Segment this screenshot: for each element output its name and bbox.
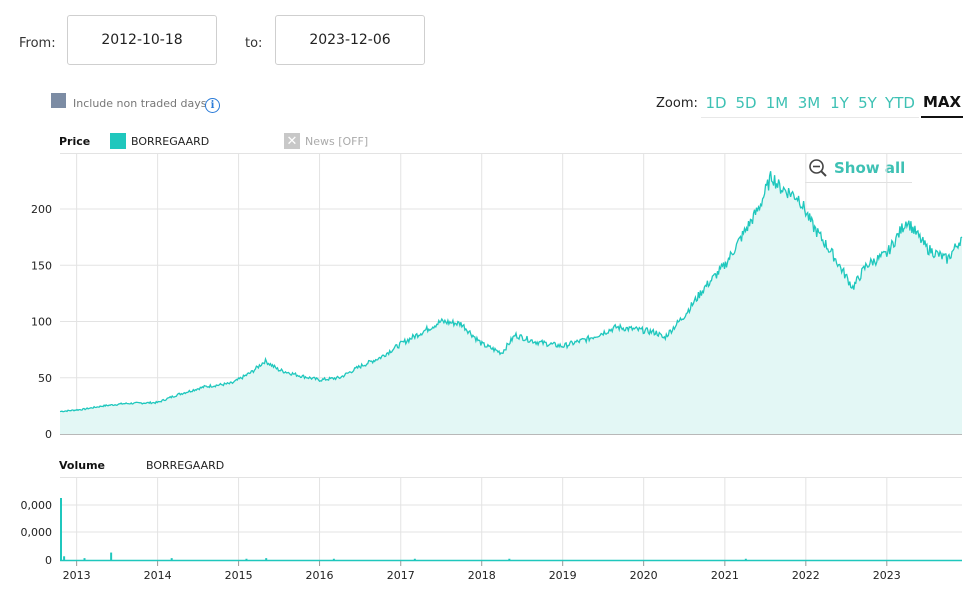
show-all-label: Show all <box>834 159 906 177</box>
volume-y-axis: 0 0,000 0,000 <box>21 499 53 567</box>
x-tick-label: 2022 <box>792 569 820 582</box>
volume-bar <box>744 558 747 560</box>
price-y-tick-label: 100 <box>31 316 52 329</box>
x-tick-label: 2018 <box>468 569 496 582</box>
volume-y-tick-label: 0,000 <box>21 499 53 512</box>
info-icon[interactable]: i <box>205 98 220 113</box>
to-label: to: <box>245 36 263 51</box>
price-y-tick-label: 150 <box>31 259 52 272</box>
zoom-1d-button[interactable]: 1D <box>701 88 731 118</box>
price-y-tick-label: 50 <box>38 372 52 385</box>
x-axis-ticks: 2013 2014 2015 2016 2017 2018 2019 2020 2021 2022… <box>63 561 901 582</box>
x-tick-label: 2019 <box>549 569 577 582</box>
zoom-1y-button[interactable]: 1Y <box>825 88 854 118</box>
x-tick-label: 2013 <box>63 569 91 582</box>
volume-bar <box>508 558 511 560</box>
volume-series-name: BORREGAARD <box>146 459 225 472</box>
price-line <box>59 171 963 413</box>
x-tick-label: 2020 <box>630 569 658 582</box>
volume-bar <box>83 558 86 560</box>
show-all-button[interactable]: Show all <box>805 154 912 183</box>
price-series-swatch[interactable] <box>110 133 126 149</box>
zoom-label: Zoom: <box>656 96 698 111</box>
price-y-axis: 0 50 100 150 200 <box>31 203 52 441</box>
price-y-tick-label: 0 <box>45 428 52 441</box>
close-icon[interactable]: ✕ <box>284 133 300 149</box>
from-date-input[interactable]: 2012-10-18 <box>67 15 217 65</box>
zoom-3m-button[interactable]: 3M <box>793 88 825 118</box>
volume-bars <box>60 498 747 560</box>
x-tick-label: 2014 <box>144 569 172 582</box>
zoom-ytd-button[interactable]: YTD <box>881 88 919 118</box>
volume-y-tick-label: 0 <box>45 554 52 567</box>
zoom-5y-button[interactable]: 5Y <box>854 88 881 118</box>
price-area <box>60 171 962 434</box>
volume-bar <box>265 558 268 560</box>
x-tick-label: 2016 <box>306 569 334 582</box>
volume-legend-title: Volume <box>59 459 105 472</box>
volume-bar <box>332 558 335 560</box>
volume-bar <box>110 552 113 560</box>
from-label: From: <box>19 36 56 51</box>
zoom-5d-button[interactable]: 5D <box>731 88 761 118</box>
news-toggle-label[interactable]: News [OFF] <box>305 135 369 148</box>
x-tick-label: 2017 <box>387 569 415 582</box>
volume-bar <box>413 558 416 560</box>
volume-bar <box>245 558 248 560</box>
x-tick-label: 2021 <box>711 569 739 582</box>
price-series-name[interactable]: BORREGAARD <box>131 135 210 148</box>
to-date-input[interactable]: 2023-12-06 <box>275 15 425 65</box>
price-y-tick-label: 200 <box>31 203 52 216</box>
x-tick-label: 2023 <box>873 569 901 582</box>
volume-bar <box>170 558 173 560</box>
volume-bar <box>63 556 66 560</box>
zoom-1m-button[interactable]: 1M <box>761 88 793 118</box>
volume-y-tick-label: 0,000 <box>21 526 53 539</box>
include-non-traded-days-checkbox[interactable] <box>51 93 66 108</box>
volume-bar <box>60 498 62 560</box>
x-tick-label: 2015 <box>225 569 253 582</box>
volume-grid <box>60 477 962 560</box>
price-legend-title: Price <box>59 135 91 148</box>
zoom-max-button[interactable]: MAX <box>921 88 963 118</box>
include-non-traded-days-label: Include non traded days <box>73 97 207 110</box>
zoom-out-icon <box>809 159 827 177</box>
